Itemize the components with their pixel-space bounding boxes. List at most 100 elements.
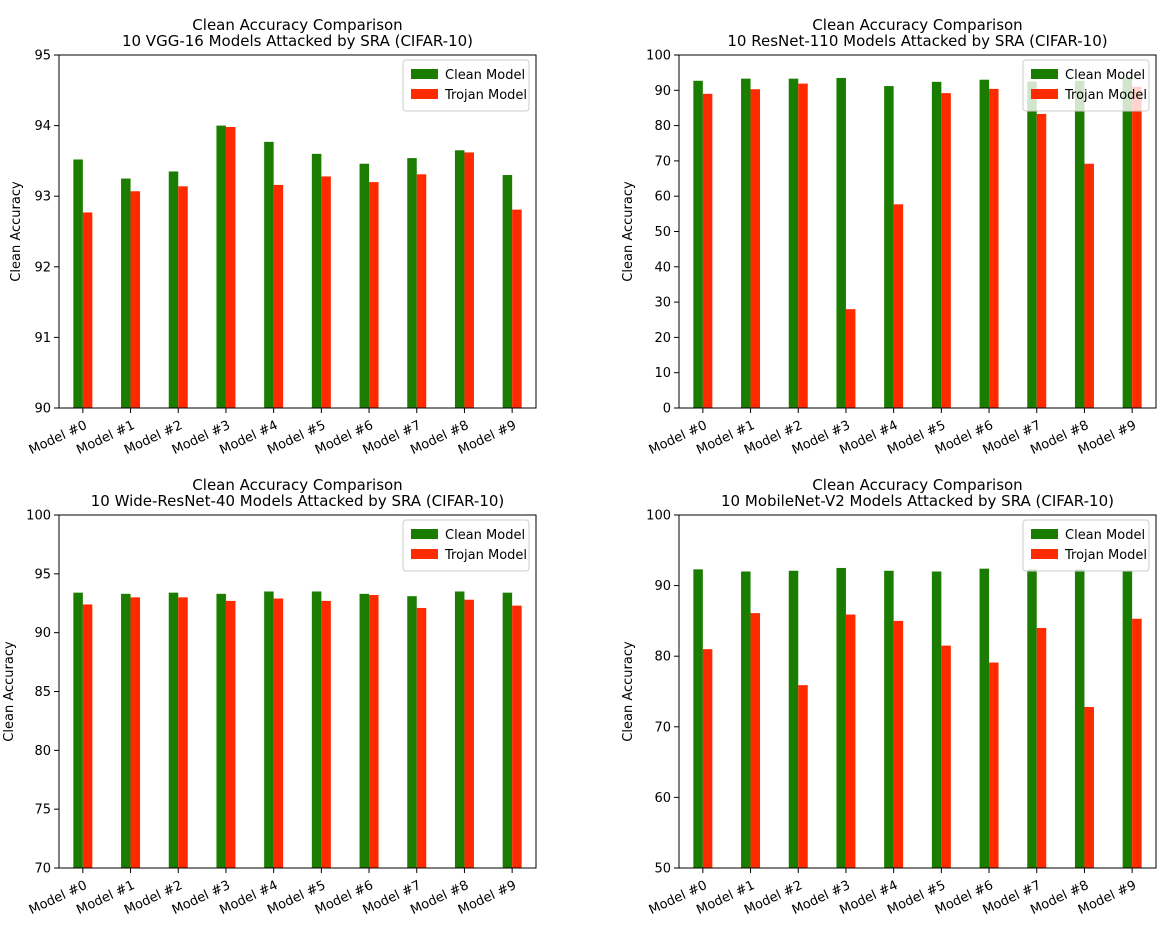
bar-trojan-9 — [512, 209, 522, 408]
bar-trojan-4 — [273, 598, 284, 868]
chart-subtitle: 10 Wide-ResNet-40 Models Attacked by SRA… — [91, 492, 505, 510]
bar-clean-0 — [693, 80, 703, 409]
bar-clean-6 — [359, 593, 370, 868]
y-tick-label: 80 — [34, 744, 51, 759]
bar-trojan-0 — [702, 649, 713, 868]
y-tick-label: 50 — [654, 225, 671, 240]
y-tick-label: 95 — [34, 49, 51, 64]
bar-clean-7 — [407, 158, 417, 408]
legend-label: Trojan Model — [1064, 548, 1147, 563]
bar-trojan-1 — [130, 597, 141, 868]
y-tick-label: 100 — [646, 509, 671, 524]
bar-clean-9 — [502, 175, 513, 408]
legend-swatch-clean — [1031, 69, 1058, 79]
bar-clean-2 — [788, 570, 799, 868]
y-tick-label: 70 — [34, 862, 51, 877]
bar-trojan-2 — [798, 83, 808, 408]
bar-clean-0 — [73, 592, 83, 868]
bar-clean-1 — [741, 571, 751, 868]
bar-clean-5 — [931, 571, 942, 868]
y-tick-label: 40 — [654, 260, 671, 275]
legend-swatch-clean — [411, 69, 438, 79]
legend-swatch-trojan — [411, 549, 438, 559]
bar-trojan-0 — [702, 93, 713, 408]
legend-swatch-clean — [1031, 529, 1058, 539]
bar-clean-3 — [216, 593, 226, 868]
legend-label: Clean Model — [445, 528, 525, 543]
bar-clean-7 — [1027, 81, 1037, 408]
y-tick-label: 90 — [654, 579, 671, 594]
y-axis-label: Clean Accuracy — [621, 181, 636, 282]
bar-trojan-5 — [941, 645, 951, 868]
plot-frame — [58, 54, 537, 409]
y-tick-label: 93 — [34, 190, 51, 205]
bar-trojan-6 — [369, 182, 379, 408]
bar-trojan-9 — [512, 605, 522, 868]
bar-trojan-1 — [130, 191, 141, 408]
bar-clean-4 — [884, 570, 894, 868]
bar-trojan-2 — [178, 186, 188, 408]
bar-trojan-7 — [416, 174, 427, 408]
y-axis-label: Clean Accuracy — [621, 641, 636, 742]
bar-trojan-3 — [845, 309, 856, 408]
legend-swatch-clean — [411, 529, 438, 539]
bar-clean-9 — [1122, 571, 1133, 868]
chart-title: Clean Accuracy Comparison — [812, 16, 1022, 34]
bar-clean-2 — [168, 171, 179, 408]
bar-trojan-2 — [178, 597, 188, 868]
legend-swatch-trojan — [1031, 549, 1058, 559]
bar-trojan-5 — [321, 176, 331, 408]
bar-trojan-7 — [416, 607, 427, 868]
bar-trojan-8 — [464, 599, 474, 868]
bar-clean-5 — [931, 81, 942, 408]
bar-clean-7 — [1027, 569, 1037, 868]
legend-swatch-trojan — [411, 89, 438, 99]
bar-clean-4 — [884, 86, 894, 409]
bar-trojan-4 — [893, 620, 904, 868]
y-tick-label: 85 — [34, 685, 51, 700]
bar-trojan-9 — [1132, 86, 1142, 409]
y-tick-label: 92 — [34, 260, 51, 275]
y-tick-label: 0 — [663, 402, 671, 417]
legend-label: Trojan Model — [1064, 88, 1147, 103]
bar-clean-5 — [311, 591, 322, 868]
bar-trojan-4 — [893, 204, 904, 408]
bar-trojan-0 — [82, 604, 93, 868]
y-tick-label: 95 — [34, 567, 51, 582]
chart-subtitle: 10 VGG-16 Models Attacked by SRA (CIFAR-… — [122, 32, 473, 50]
plot-frame — [678, 514, 1157, 869]
y-tick-label: 80 — [654, 119, 671, 134]
chart-subtitle: 10 MobileNet-V2 Models Attacked by SRA (… — [721, 492, 1114, 510]
bar-clean-8 — [454, 150, 465, 408]
y-tick-label: 30 — [654, 296, 671, 311]
bar-trojan-5 — [941, 93, 951, 409]
legend-label: Trojan Model — [444, 88, 527, 103]
bar-trojan-8 — [464, 152, 474, 408]
bar-trojan-3 — [225, 600, 236, 868]
bar-trojan-6 — [369, 595, 379, 868]
legend-swatch-trojan — [1031, 89, 1058, 99]
y-axis-label: Clean Accuracy — [2, 641, 17, 742]
bar-clean-6 — [979, 568, 990, 868]
legend-label: Clean Model — [445, 68, 525, 83]
y-tick-label: 90 — [654, 84, 671, 99]
y-tick-label: 94 — [34, 119, 51, 134]
bar-trojan-7 — [1036, 113, 1047, 409]
bar-clean-1 — [121, 178, 131, 408]
bar-clean-3 — [216, 125, 226, 408]
bar-trojan-4 — [273, 184, 284, 408]
bar-clean-5 — [311, 153, 322, 408]
y-tick-label: 80 — [654, 650, 671, 665]
bar-clean-6 — [979, 79, 990, 409]
bar-trojan-9 — [1132, 618, 1142, 868]
y-tick-label: 50 — [654, 862, 671, 877]
bar-trojan-0 — [82, 212, 93, 408]
y-tick-label: 75 — [34, 803, 51, 818]
bar-clean-1 — [121, 593, 131, 868]
chart-title: Clean Accuracy Comparison — [192, 16, 402, 34]
